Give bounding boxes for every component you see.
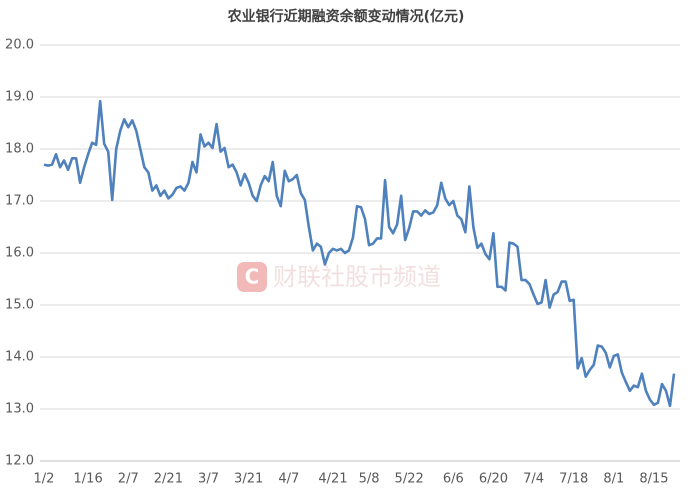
- watermark: C 财联社股市频道: [237, 262, 441, 292]
- x-tick-label: 6/6: [443, 472, 464, 487]
- y-tick-label: 16.0: [5, 246, 34, 261]
- y-tick-label: 14.0: [5, 350, 34, 365]
- x-tick-label: 5/8: [359, 472, 380, 487]
- chart-title: 农业银行近期融资余额变动情况(亿元): [227, 8, 465, 25]
- x-tick-label: 5/22: [395, 472, 424, 487]
- watermark-icon-letter: C: [245, 265, 260, 289]
- y-tick-label: 15.0: [5, 298, 34, 313]
- x-tick-label: 8/15: [639, 472, 668, 487]
- x-tick-label: 1/16: [74, 472, 103, 487]
- y-tick-label: 19.0: [5, 90, 34, 105]
- x-tick-label: 7/4: [523, 472, 544, 487]
- x-tick-label: 4/7: [278, 472, 299, 487]
- y-tick-label: 18.0: [5, 142, 34, 157]
- data-line: [43, 99, 676, 408]
- x-tick-label: 2/21: [154, 472, 183, 487]
- x-tick-label: 3/7: [198, 472, 219, 487]
- watermark-text: 财联社股市频道: [273, 263, 441, 291]
- x-tick-label: 6/20: [479, 472, 508, 487]
- y-tick-label: 17.0: [5, 194, 34, 209]
- y-tick-label: 13.0: [5, 402, 34, 417]
- x-tick-label: 8/1: [603, 472, 624, 487]
- x-tick-label: 4/21: [318, 472, 347, 487]
- watermark-icon: [237, 262, 267, 292]
- x-tick-label: 7/18: [559, 472, 588, 487]
- x-tick-label: 1/2: [34, 472, 55, 487]
- x-tick-label: 2/7: [118, 472, 139, 487]
- y-tick-label: 20.0: [5, 38, 34, 53]
- y-tick-label: 12.0: [5, 454, 34, 469]
- x-tick-label: 3/21: [234, 472, 263, 487]
